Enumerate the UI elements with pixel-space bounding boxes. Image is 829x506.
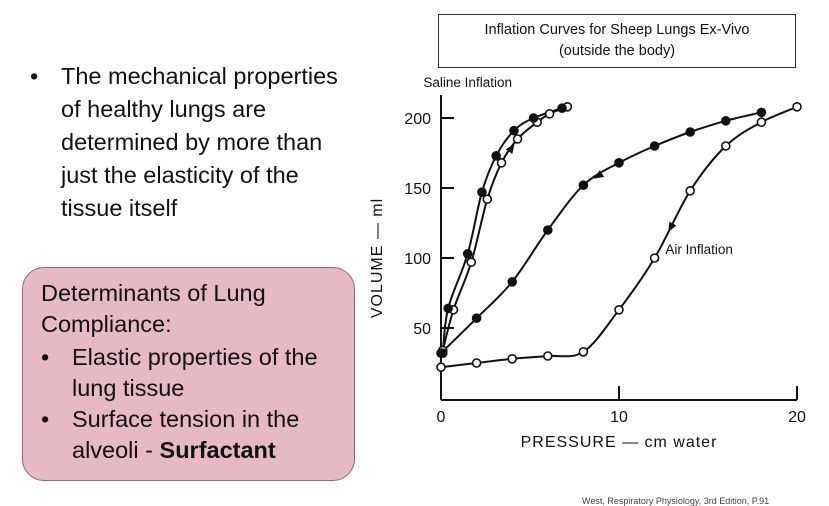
- y-tick-label: 100: [404, 251, 431, 268]
- y-tick-label: 50: [413, 321, 431, 338]
- determinants-list: Elastic properties of the lung tissue Su…: [41, 342, 342, 466]
- determinant-item-text: Surface tension in the alveoli -: [72, 406, 300, 463]
- citation: West, Respiratory Physiology, 3rd Editio…: [582, 496, 770, 506]
- determinants-title: Determinants of Lung Compliance:: [41, 280, 266, 337]
- data-point-air-inflation: [578, 346, 589, 357]
- data-point-air-inflation: [471, 358, 482, 368]
- data-point-air-deflation: [507, 276, 518, 287]
- data-point-saline-deflation: [443, 303, 453, 314]
- series-line-air-inflation: [440, 105, 798, 369]
- annotation-saline-inflation: Saline Inflation: [423, 75, 512, 90]
- data-point-air-inflation: [436, 362, 446, 373]
- y-tick-label: 200: [404, 111, 431, 128]
- data-point-saline-inflation: [496, 158, 507, 168]
- x-tick-label: 0: [437, 409, 446, 426]
- chart-title-box: Inflation Curves for Sheep Lungs Ex-Vivo…: [438, 14, 796, 68]
- chart-subtitle: (outside the body): [558, 43, 676, 59]
- data-point-saline-deflation: [509, 125, 519, 136]
- data-point-air-deflation: [542, 225, 553, 235]
- determinant-item-elastic: Elastic properties of the lung tissue: [41, 342, 342, 404]
- data-point-air-inflation: [542, 351, 553, 361]
- data-point-air-deflation: [685, 127, 696, 137]
- data-point-air-inflation: [720, 141, 731, 151]
- data-point-saline-deflation: [477, 187, 487, 197]
- data-point-saline-inflation: [466, 257, 477, 268]
- data-point-saline-deflation: [528, 113, 539, 123]
- determinant-item-surface-tension: Surface tension in the alveoli - Surfact…: [41, 404, 342, 466]
- x-tick-label: 20: [788, 409, 806, 426]
- data-point-air-deflation: [471, 313, 482, 324]
- data-point-saline-deflation: [462, 249, 473, 259]
- data-point-air-deflation: [649, 141, 660, 151]
- chart-title: Inflation Curves for Sheep Lungs Ex-Vivo: [484, 22, 750, 38]
- data-point-air-inflation: [614, 304, 624, 315]
- data-point-air-inflation: [649, 253, 660, 263]
- data-point-saline-inflation: [512, 134, 523, 144]
- determinants-box: Determinants of Lung Compliance: Elastic…: [22, 267, 355, 481]
- data-point-air-deflation: [578, 180, 589, 190]
- y-tick-label: 150: [404, 181, 431, 198]
- data-point-air-deflation: [436, 348, 446, 359]
- data-point-air-inflation: [756, 117, 767, 127]
- y-axis-label: VOLUME — ml: [369, 198, 386, 318]
- data-point-air-deflation: [720, 116, 731, 126]
- x-tick-label: 10: [610, 409, 628, 426]
- bullet-item-mechanical-properties: The mechanical properties of healthy lun…: [28, 60, 348, 225]
- data-point-saline-deflation: [557, 103, 567, 113]
- data-point-air-inflation: [685, 186, 696, 196]
- x-axis-label: PRESSURE — cm water: [521, 434, 718, 451]
- surfactant-emphasis: Surfactant: [159, 437, 276, 463]
- bullet-list: The mechanical properties of healthy lun…: [28, 60, 348, 225]
- data-point-air-inflation: [792, 102, 802, 112]
- data-point-saline-inflation: [544, 109, 555, 119]
- data-point-saline-deflation: [491, 151, 501, 161]
- series-line-air-deflation: [440, 111, 762, 354]
- data-point-air-inflation: [507, 353, 518, 364]
- data-point-saline-inflation: [482, 194, 493, 204]
- determinant-item-text: Elastic properties of the lung tissue: [72, 344, 318, 401]
- data-point-air-deflation: [614, 158, 624, 168]
- data-point-air-deflation: [756, 107, 767, 118]
- annotation-air-inflation: Air Inflation: [665, 242, 733, 257]
